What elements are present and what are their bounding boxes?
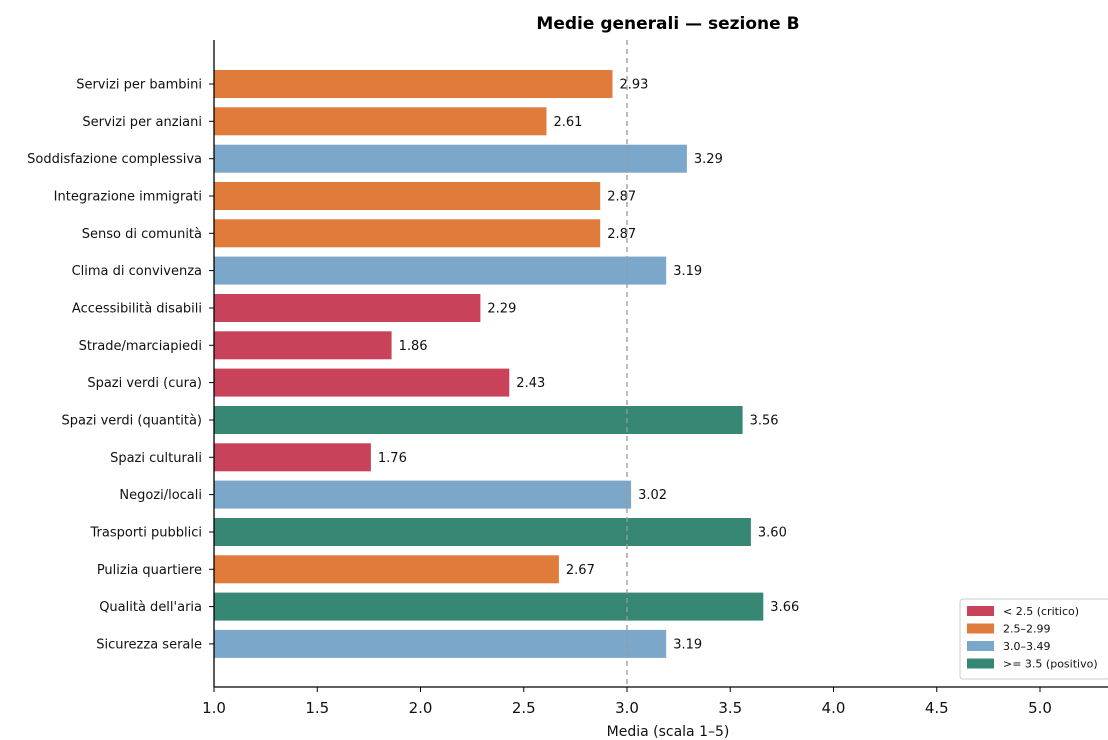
bars-group: Servizi per bambini 2.93 Servizi per anzia…	[27, 70, 799, 658]
value-label-trasporti-pubblici: 3.60	[758, 526, 787, 541]
category-label-sicurezza-serale: Sicurezza serale	[96, 637, 202, 652]
value-label-clima-di-convivenza: 3.19	[673, 264, 702, 279]
bar-negozi-locali	[214, 480, 632, 509]
x-tick-label-4: 3.0	[615, 699, 639, 717]
category-label-servizi-per-bambini: Servizi per bambini	[76, 78, 202, 93]
value-label-integrazione-immigrati: 2.87	[607, 190, 636, 205]
bar-spazi-verdi-quantit	[214, 406, 743, 434]
value-label-senso-di-comunit: 2.87	[607, 227, 636, 242]
x-tick-label-7: 4.5	[925, 699, 949, 717]
bar-qualit-dell-aria	[214, 592, 764, 621]
x-ticks-group: 1.0 1.5 2.0 2.5 3.0 3.5 4.0 4.5 5.0	[202, 687, 1052, 717]
x-tick-label-2: 2.0	[409, 699, 433, 717]
legend-label-1: 2.5–2.99	[1003, 623, 1051, 636]
bar-clima-di-convivenza	[214, 256, 667, 285]
legend-label-0: < 2.5 (critico)	[1003, 605, 1079, 618]
category-label-negozi-locali: Negozi/locali	[119, 488, 202, 503]
x-axis-label: Media (scala 1–5)	[607, 724, 730, 740]
category-label-spazi-verdi-quantit: Spazi verdi (quantità)	[62, 414, 202, 429]
value-label-sicurezza-serale: 3.19	[673, 637, 702, 652]
category-label-clima-di-convivenza: Clima di convivenza	[72, 264, 202, 279]
category-label-trasporti-pubblici: Trasporti pubblici	[90, 526, 202, 541]
value-label-pulizia-quartiere: 2.67	[566, 563, 595, 578]
category-label-qualit-dell-aria: Qualità dell'aria	[99, 600, 202, 615]
legend-swatch-3	[967, 658, 994, 669]
category-label-senso-di-comunit: Senso di comunità	[82, 227, 202, 242]
value-label-spazi-verdi-quantit: 3.56	[750, 414, 779, 429]
bar-accessibilit-disabili	[214, 294, 481, 322]
bar-strade-marciapiedi	[214, 331, 392, 360]
category-label-spazi-verdi-cura: Spazi verdi (cura)	[87, 376, 202, 391]
bar-senso-di-comunit	[214, 219, 601, 248]
legend-swatch-1	[967, 623, 994, 634]
bar-sicurezza-serale	[214, 629, 667, 658]
category-label-pulizia-quartiere: Pulizia quartiere	[97, 563, 202, 578]
category-label-spazi-culturali: Spazi culturali	[110, 451, 202, 466]
value-label-servizi-per-anziani: 2.61	[554, 115, 583, 130]
category-label-accessibilit-disabili: Accessibilità disabili	[72, 302, 202, 317]
value-label-spazi-verdi-cura: 2.43	[516, 376, 545, 391]
bar-soddisfazione-complessiva	[214, 144, 687, 173]
chart-title: Medie generali — sezione B	[536, 14, 799, 34]
value-label-spazi-culturali: 1.76	[378, 451, 407, 466]
category-label-strade-marciapiedi: Strade/marciapiedi	[79, 339, 202, 354]
category-label-soddisfazione-complessiva: Soddisfazione complessiva	[27, 152, 202, 167]
bar-spazi-verdi-cura	[214, 368, 510, 397]
value-label-soddisfazione-complessiva: 3.29	[694, 152, 723, 167]
x-tick-label-5: 3.5	[718, 699, 742, 717]
value-label-negozi-locali: 3.02	[638, 488, 667, 503]
bar-spazi-culturali	[214, 443, 371, 472]
legend-swatch-0	[967, 606, 994, 616]
bar-servizi-per-anziani	[214, 107, 547, 136]
value-label-accessibilit-disabili: 2.29	[487, 302, 516, 317]
x-tick-label-0: 1.0	[202, 699, 226, 717]
legend-box	[959, 598, 1108, 680]
bar-servizi-per-bambini	[214, 70, 613, 98]
x-tick-label-3: 2.5	[512, 699, 536, 717]
value-label-strade-marciapiedi: 1.86	[399, 339, 428, 354]
legend-label-2: 3.0–3.49	[1003, 640, 1051, 653]
x-tick-label-6: 4.0	[822, 699, 846, 717]
legend-label-3: >= 3.5 (positivo)	[1003, 658, 1098, 671]
category-label-integrazione-immigrati: Integrazione immigrati	[54, 190, 202, 205]
legend-swatch-2	[967, 641, 994, 651]
x-tick-label-1: 1.5	[305, 699, 329, 717]
bar-pulizia-quartiere	[214, 555, 559, 584]
bar-trasporti-pubblici	[214, 518, 751, 546]
value-label-qualit-dell-aria: 3.66	[770, 600, 799, 615]
bar-integrazione-immigrati	[214, 182, 601, 210]
x-tick-label-8: 5.0	[1028, 699, 1052, 717]
category-label-servizi-per-anziani: Servizi per anziani	[82, 115, 202, 130]
value-label-servizi-per-bambini: 2.93	[620, 78, 649, 93]
legend: < 2.5 (critico) 2.5–2.99 3.0–3.49 >= 3.5 (p…	[959, 598, 1108, 680]
